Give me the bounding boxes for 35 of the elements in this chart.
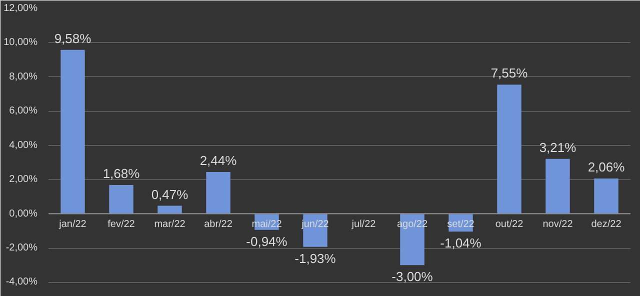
- data-label: 3,21%: [539, 140, 577, 155]
- y-tick-label: 6,00%: [9, 106, 38, 117]
- x-tick-label: dez/22: [591, 218, 622, 230]
- data-label: 2,06%: [588, 160, 626, 175]
- x-tick-label: out/22: [495, 218, 524, 230]
- bar: [206, 172, 230, 214]
- x-tick-label: mar/22: [154, 218, 186, 230]
- y-tick-label: 8,00%: [9, 71, 38, 82]
- data-label: 2,44%: [200, 153, 238, 168]
- x-tick-label: jul/22: [350, 218, 376, 230]
- data-label: -1,04%: [440, 236, 482, 251]
- y-tick-label: 12,00%: [4, 3, 38, 14]
- y-tick-label: 10,00%: [4, 37, 38, 48]
- x-tick-label: fev/22: [108, 218, 136, 230]
- x-tick-label: abr/22: [204, 218, 233, 230]
- y-tick-label: 0,00%: [9, 208, 38, 220]
- data-label: 7,55%: [490, 66, 528, 81]
- y-tick-label: -4,00%: [6, 276, 38, 288]
- bar: [158, 206, 182, 214]
- data-label: -0,94%: [246, 234, 288, 249]
- y-tick-label: 4,00%: [9, 140, 38, 151]
- data-label: 1,68%: [102, 166, 140, 182]
- bar: [497, 84, 522, 214]
- bar: [109, 185, 134, 214]
- y-tick-label: -2,00%: [6, 242, 38, 254]
- x-tick-label: jan/22: [58, 218, 87, 230]
- data-label: 9,58%: [54, 30, 92, 46]
- data-label: 0,47%: [151, 186, 189, 202]
- bar: [60, 50, 85, 214]
- bar: [546, 158, 570, 214]
- bar: [594, 178, 618, 214]
- y-tick-label: 2,00%: [9, 174, 38, 186]
- data-label: -3,00%: [392, 269, 434, 284]
- data-label: -1,93%: [294, 250, 336, 266]
- x-tick-label: nov/22: [542, 218, 574, 230]
